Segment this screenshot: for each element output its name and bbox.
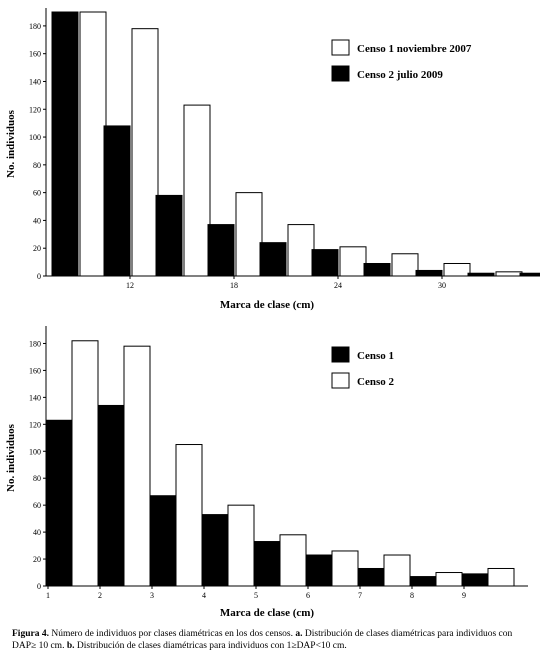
- chart-b: 0 20 40 60 80 100 120 140 160 180 1 2 3 4 5 6 7 8 9 No. ind…: [5, 326, 528, 619]
- x-axis-title-a: Marca de clase (cm): [220, 299, 315, 311]
- legend-swatch-b-2: [331, 372, 350, 389]
- legend-swatch-a-1: [331, 39, 350, 56]
- y-tick-label-b-20: 20: [33, 555, 41, 564]
- bar-a-s2-18: [207, 224, 235, 277]
- caption-text-1: Número de individuos por clases diamétri…: [48, 629, 296, 639]
- bar-b-s1-3: [149, 495, 177, 587]
- bar-b-s1-2: [97, 404, 125, 587]
- bar-a-s2-9: [51, 11, 79, 277]
- bar-a-s1-27: [391, 253, 419, 277]
- legend-b: Censo 1 Censo 2: [331, 346, 394, 389]
- x-tick-label-b-5: 5: [254, 591, 258, 600]
- y-tick-label-a-100: 100: [29, 133, 41, 142]
- x-tick-label-b-7: 7: [358, 591, 362, 600]
- y-tick-label-b-80: 80: [33, 474, 41, 483]
- bar-b-s1-1: [45, 419, 73, 587]
- y-tick-label-a-140: 140: [29, 77, 41, 86]
- y-tick-label-b-60: 60: [33, 501, 41, 510]
- y-tick-label-b-0: 0: [37, 582, 41, 591]
- bar-b-s2-6: [331, 550, 359, 587]
- x-tick-label-a-24: 24: [334, 281, 342, 290]
- y-tick-label-b-180: 180: [29, 339, 41, 348]
- bar-a-s1-15: [183, 104, 211, 277]
- y-tick-label-b-160: 160: [29, 366, 41, 375]
- x-tick-label-a-30: 30: [438, 281, 446, 290]
- legend-swatch-a-2: [331, 65, 350, 82]
- legend-label-b-2: Censo 2: [357, 376, 394, 388]
- bar-b-s2-7: [383, 554, 411, 587]
- y-tick-label-b-40: 40: [33, 528, 41, 537]
- x-tick-label-a-18: 18: [230, 281, 238, 290]
- bar-b-s1-7: [357, 567, 385, 587]
- y-tick-label-a-60: 60: [33, 189, 41, 198]
- bar-a-s1-18: [235, 192, 263, 277]
- bar-a-s2-24: [311, 249, 339, 277]
- bar-a-s2-21: [259, 242, 287, 277]
- bar-a-s2-36: [519, 272, 540, 277]
- bar-a-s2-15: [155, 194, 183, 277]
- bar-b-s2-2: [123, 345, 151, 587]
- bar-b-s1-4: [201, 514, 229, 587]
- bar-b-s2-3: [175, 444, 203, 587]
- bar-b-s1-8: [409, 576, 437, 587]
- x-tick-label-b-1: 1: [46, 591, 50, 600]
- bar-a-s1-21: [287, 224, 315, 277]
- y-axis-title-b: No. individuos: [5, 423, 17, 492]
- bar-b-s2-5: [279, 534, 307, 587]
- bar-b-s1-5: [253, 541, 281, 587]
- y-tick-label-a-40: 40: [33, 216, 41, 225]
- bar-b-s2-9: [487, 567, 515, 587]
- y-tick-label-b-140: 140: [29, 393, 41, 402]
- chart-a: 0204060801001201401601801218243036424854…: [5, 8, 540, 311]
- y-tick-label-a-160: 160: [29, 50, 41, 59]
- legend-label-b-1: Censo 1: [357, 350, 394, 362]
- x-axis-title-b: Marca de clase (cm): [220, 607, 315, 619]
- bar-b-s1-9: [461, 573, 489, 587]
- legend-a: Censo 1 noviembre 2007 Censo 2 julio 2009: [331, 39, 472, 82]
- bar-b-s2-8: [435, 572, 463, 587]
- y-tick-label-a-180: 180: [29, 22, 41, 31]
- figure-caption: Figura 4. Número de individuos por clase…: [12, 628, 534, 652]
- x-tick-label-b-6: 6: [306, 591, 310, 600]
- legend-label-a-1: Censo 1 noviembre 2007: [357, 43, 472, 55]
- bar-a-s2-27: [363, 262, 391, 277]
- y-tick-label-a-120: 120: [29, 105, 41, 114]
- y-axis-title-a: No. individuos: [5, 109, 17, 178]
- bar-b-s1-6: [305, 554, 333, 587]
- caption-b-label: b.: [66, 641, 75, 651]
- bar-a-s1-30: [443, 262, 471, 277]
- y-tick-label-a-80: 80: [33, 161, 41, 170]
- bar-b-s2-4: [227, 504, 255, 587]
- bar-b-s2-1: [71, 340, 99, 587]
- y-tick-label-a-20: 20: [33, 244, 41, 253]
- figure-4: 0204060801001201401601801218243036424854…: [5, 8, 540, 619]
- caption-text-2: Distribución de clases diamétricas para …: [12, 629, 513, 651]
- x-tick-label-b-3: 3: [150, 591, 154, 600]
- bar-a-s1-33: [495, 271, 523, 277]
- x-tick-label-a-12: 12: [126, 281, 134, 290]
- bar-a-s2-12: [103, 125, 131, 277]
- caption-label: Figura 4.: [12, 629, 49, 639]
- y-tick-label-b-100: 100: [29, 447, 41, 456]
- bar-a-s1-24: [339, 246, 367, 277]
- x-tick-label-b-9: 9: [462, 591, 466, 600]
- bar-a-s1-9: [79, 11, 107, 277]
- caption-a-label: a.: [295, 629, 303, 639]
- x-tick-label-b-8: 8: [410, 591, 414, 600]
- y-tick-label-a-0: 0: [37, 272, 41, 281]
- bar-a-s1-12: [131, 28, 159, 277]
- legend-label-a-2: Censo 2 julio 2009: [357, 69, 443, 81]
- x-tick-label-b-2: 2: [98, 591, 102, 600]
- y-tick-label-b-120: 120: [29, 420, 41, 429]
- x-tick-label-b-4: 4: [202, 591, 206, 600]
- bar-a-s2-30: [415, 269, 443, 277]
- legend-swatch-b-1: [331, 346, 350, 363]
- caption-text-3: Distribución de clases diamétricas para …: [74, 641, 347, 651]
